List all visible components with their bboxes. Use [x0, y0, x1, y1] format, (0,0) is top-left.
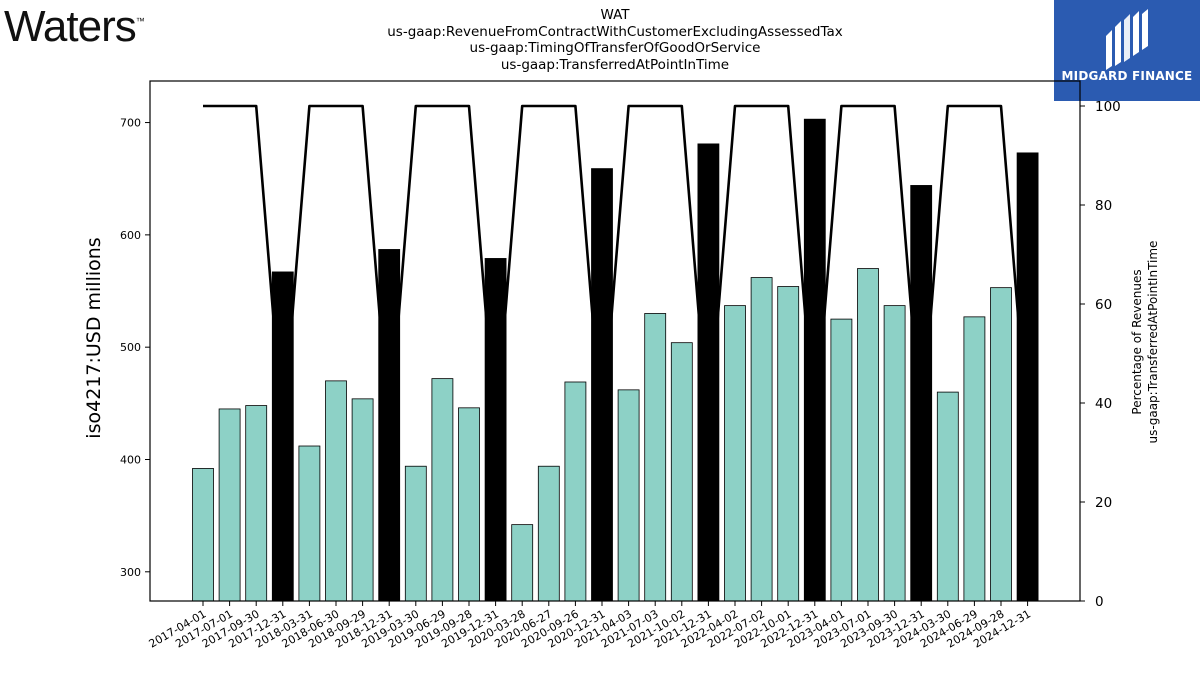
bar-2021-10-02	[670, 342, 693, 602]
y2-axis-label-line-1: Percentage of Revenues	[1130, 269, 1144, 414]
bar-2019-09-28	[458, 407, 480, 602]
bar-2024-06-29	[963, 316, 986, 602]
bar-2018-03-31	[298, 445, 321, 602]
bar-2017-09-30	[245, 405, 268, 602]
chart-title-line-1: WAT	[600, 7, 630, 23]
trademark-mark: ™	[135, 16, 145, 26]
bar-2020-12-31	[591, 168, 613, 602]
y2-tick-label-60: 60	[1095, 297, 1112, 313]
bar-2017-04-01	[192, 468, 214, 602]
y2-tick-label-40: 40	[1095, 396, 1112, 412]
bar-2020-03-28	[511, 524, 534, 602]
chart-title-line-2: us-gaap:RevenueFromContractWithCustomerE…	[387, 23, 843, 40]
y-tick-label-400: 400	[120, 453, 141, 466]
bar-2022-12-31	[803, 118, 826, 602]
y-tick-label-300: 300	[120, 566, 141, 579]
bar-2022-07-02	[750, 277, 773, 602]
bar-2018-09-29	[351, 398, 374, 602]
percent-line-series	[203, 104, 1029, 435]
y2-tick-label-0: 0	[1095, 594, 1104, 610]
bar-2024-09-28	[990, 287, 1012, 602]
y-axis-label: iso4217:USD millions	[83, 237, 105, 438]
bar-2024-03-30	[936, 391, 959, 602]
brand-text: MIDGARD FINANCE	[1061, 69, 1193, 83]
bar-2021-07-03	[644, 313, 667, 602]
bar-2021-12-31	[697, 143, 720, 602]
chart-title: WAT us-gaap:RevenueFromContractWithCusto…	[300, 7, 930, 73]
percent-line	[203, 104, 1029, 435]
chart-title-line-4: us-gaap:TransferredAtPointInTime	[500, 56, 730, 73]
y2-axis-label-line-2: us-gaap:TransferredAtPointInTime	[1146, 241, 1160, 444]
bar-2023-12-31	[910, 185, 933, 602]
bar-2023-09-30	[883, 305, 906, 602]
bar-series	[192, 118, 1039, 602]
y-tick-label-500: 500	[120, 341, 141, 354]
bar-2017-07-01	[218, 408, 241, 602]
bar-2021-04-03	[617, 389, 640, 602]
plot-frame	[149, 80, 1081, 602]
bar-2020-09-26	[564, 381, 587, 602]
company-logo-text: Waters	[4, 2, 137, 51]
company-logo: Waters™	[4, 2, 145, 52]
brand-mark-icon	[1106, 9, 1148, 70]
y2-tick-label-100: 100	[1095, 99, 1121, 115]
bar-2024-12-31	[1016, 152, 1039, 602]
y-tick-label-600: 600	[120, 229, 141, 242]
bar-2017-12-31	[271, 271, 294, 602]
bar-2018-06-30	[325, 380, 347, 602]
chart-title-line-3: us-gaap:TimingOfTransferOfGoodOrService	[469, 40, 761, 56]
y2-tick-label-20: 20	[1095, 495, 1112, 511]
bar-2023-04-01	[830, 318, 853, 602]
bar-2020-06-27	[537, 465, 560, 602]
bar-2023-07-01	[857, 268, 879, 602]
bar-2019-06-29	[431, 378, 454, 602]
bar-2022-04-02	[724, 305, 746, 602]
bar-2019-03-30	[404, 465, 427, 602]
brand-logo: MIDGARD FINANCE	[1054, 0, 1200, 101]
bar-2022-10-01	[777, 286, 800, 602]
y2-tick-label-80: 80	[1095, 198, 1112, 214]
y-tick-label-700: 700	[120, 117, 141, 130]
